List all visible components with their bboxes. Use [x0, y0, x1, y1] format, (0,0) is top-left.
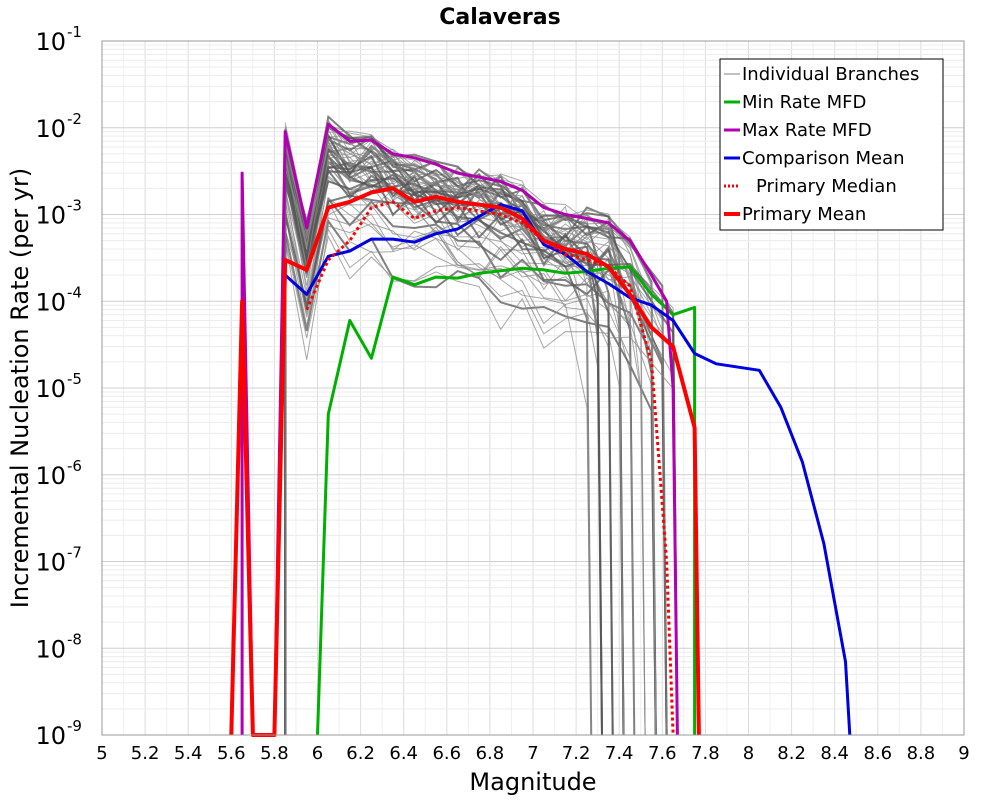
y-tick-label: 10 — [35, 375, 66, 403]
x-tick-label: 8.2 — [777, 743, 806, 764]
x-axis-label: Magnitude — [469, 768, 596, 796]
branch-line — [284, 154, 657, 736]
branch-line — [284, 213, 635, 736]
grid — [101, 41, 965, 736]
plot-frame — [101, 40, 965, 736]
legend-label: Max Rate MFD — [742, 120, 872, 141]
x-tick-label: 5.2 — [131, 743, 160, 764]
y-tick-label: 10 — [35, 115, 66, 143]
x-tick-label: 7.4 — [605, 743, 634, 764]
y-tick-exponent: -4 — [67, 283, 82, 301]
branch-line — [284, 139, 624, 736]
y-tick-exponent: -7 — [67, 544, 82, 562]
branch-line — [284, 124, 679, 736]
x-tick-label: 7.2 — [562, 743, 591, 764]
legend-box — [719, 58, 944, 231]
branch-line — [284, 124, 592, 736]
y-tick-label: 10 — [35, 202, 66, 230]
x-tick-label: 7.6 — [648, 743, 677, 764]
x-tick-label: 7.8 — [691, 743, 720, 764]
x-tick-label: 5 — [96, 743, 107, 764]
series-max-rate-mfd — [240, 122, 679, 737]
branch-line — [284, 235, 624, 736]
x-tick-label: 8.4 — [820, 743, 849, 764]
x-tick-label: 7 — [527, 743, 538, 764]
y-tick-label: 10 — [35, 462, 66, 490]
branch-line — [284, 123, 657, 736]
series-primary-mean — [229, 186, 701, 737]
x-tick-label: 6.8 — [476, 743, 505, 764]
x-ticks: 5 5.2 5.4 5.6 5.8 6 6.2 6.4 6.6 6.8 7 7.2 7.4 7.6 7.8 8… — [96, 743, 969, 764]
legend-label: Min Rate MFD — [742, 92, 866, 113]
x-tick-label: 5.4 — [174, 743, 203, 764]
y-tick-exponent: -5 — [67, 370, 82, 388]
x-tick-label: 8.8 — [907, 743, 936, 764]
y-ticks: 10-910-810-710-610-510-410-310-210-1 — [35, 23, 82, 750]
legend-label: Individual Branches — [742, 64, 919, 85]
x-tick-label: 6.4 — [389, 743, 418, 764]
y-tick-exponent: -1 — [67, 23, 82, 41]
legend-label: Comparison Mean — [742, 148, 905, 169]
x-tick-label: 5.8 — [260, 743, 289, 764]
y-tick-exponent: -8 — [67, 630, 82, 648]
legend-label: Primary Mean — [742, 204, 866, 225]
y-tick-exponent: -6 — [67, 457, 82, 475]
x-tick-label: 5.6 — [217, 743, 246, 764]
x-tick-label: 6.2 — [346, 743, 375, 764]
x-tick-label: 8 — [743, 743, 754, 764]
branch-line — [284, 130, 646, 736]
branch-line — [284, 156, 678, 736]
legend: Individual Branches Min Rate MFD Max Rate … — [719, 58, 944, 231]
branch-line — [284, 200, 614, 736]
chart-title: Calaveras — [439, 5, 560, 30]
y-tick-exponent: -2 — [67, 110, 82, 128]
x-tick-label: 6 — [312, 743, 323, 764]
series-min-rate-mfd — [316, 265, 697, 736]
y-tick-exponent: -3 — [67, 197, 82, 215]
y-tick-label: 10 — [35, 722, 66, 750]
y-tick-label: 10 — [35, 549, 66, 577]
x-tick-label: 8.6 — [863, 743, 892, 764]
y-tick-exponent: -9 — [67, 717, 82, 735]
legend-label: Primary Median — [756, 176, 897, 197]
branch-line — [284, 118, 657, 736]
series-lines — [229, 122, 852, 737]
branch-line — [284, 137, 668, 736]
y-tick-label: 10 — [35, 288, 66, 316]
x-tick-label: 6.6 — [432, 743, 461, 764]
y-axis-label: Incremental Nucleation Rate (per yr) — [6, 168, 34, 608]
y-tick-label: 10 — [35, 635, 66, 663]
y-tick-label: 10 — [35, 28, 66, 56]
x-tick-label: 9 — [958, 743, 969, 764]
series-primary-median — [305, 200, 675, 736]
